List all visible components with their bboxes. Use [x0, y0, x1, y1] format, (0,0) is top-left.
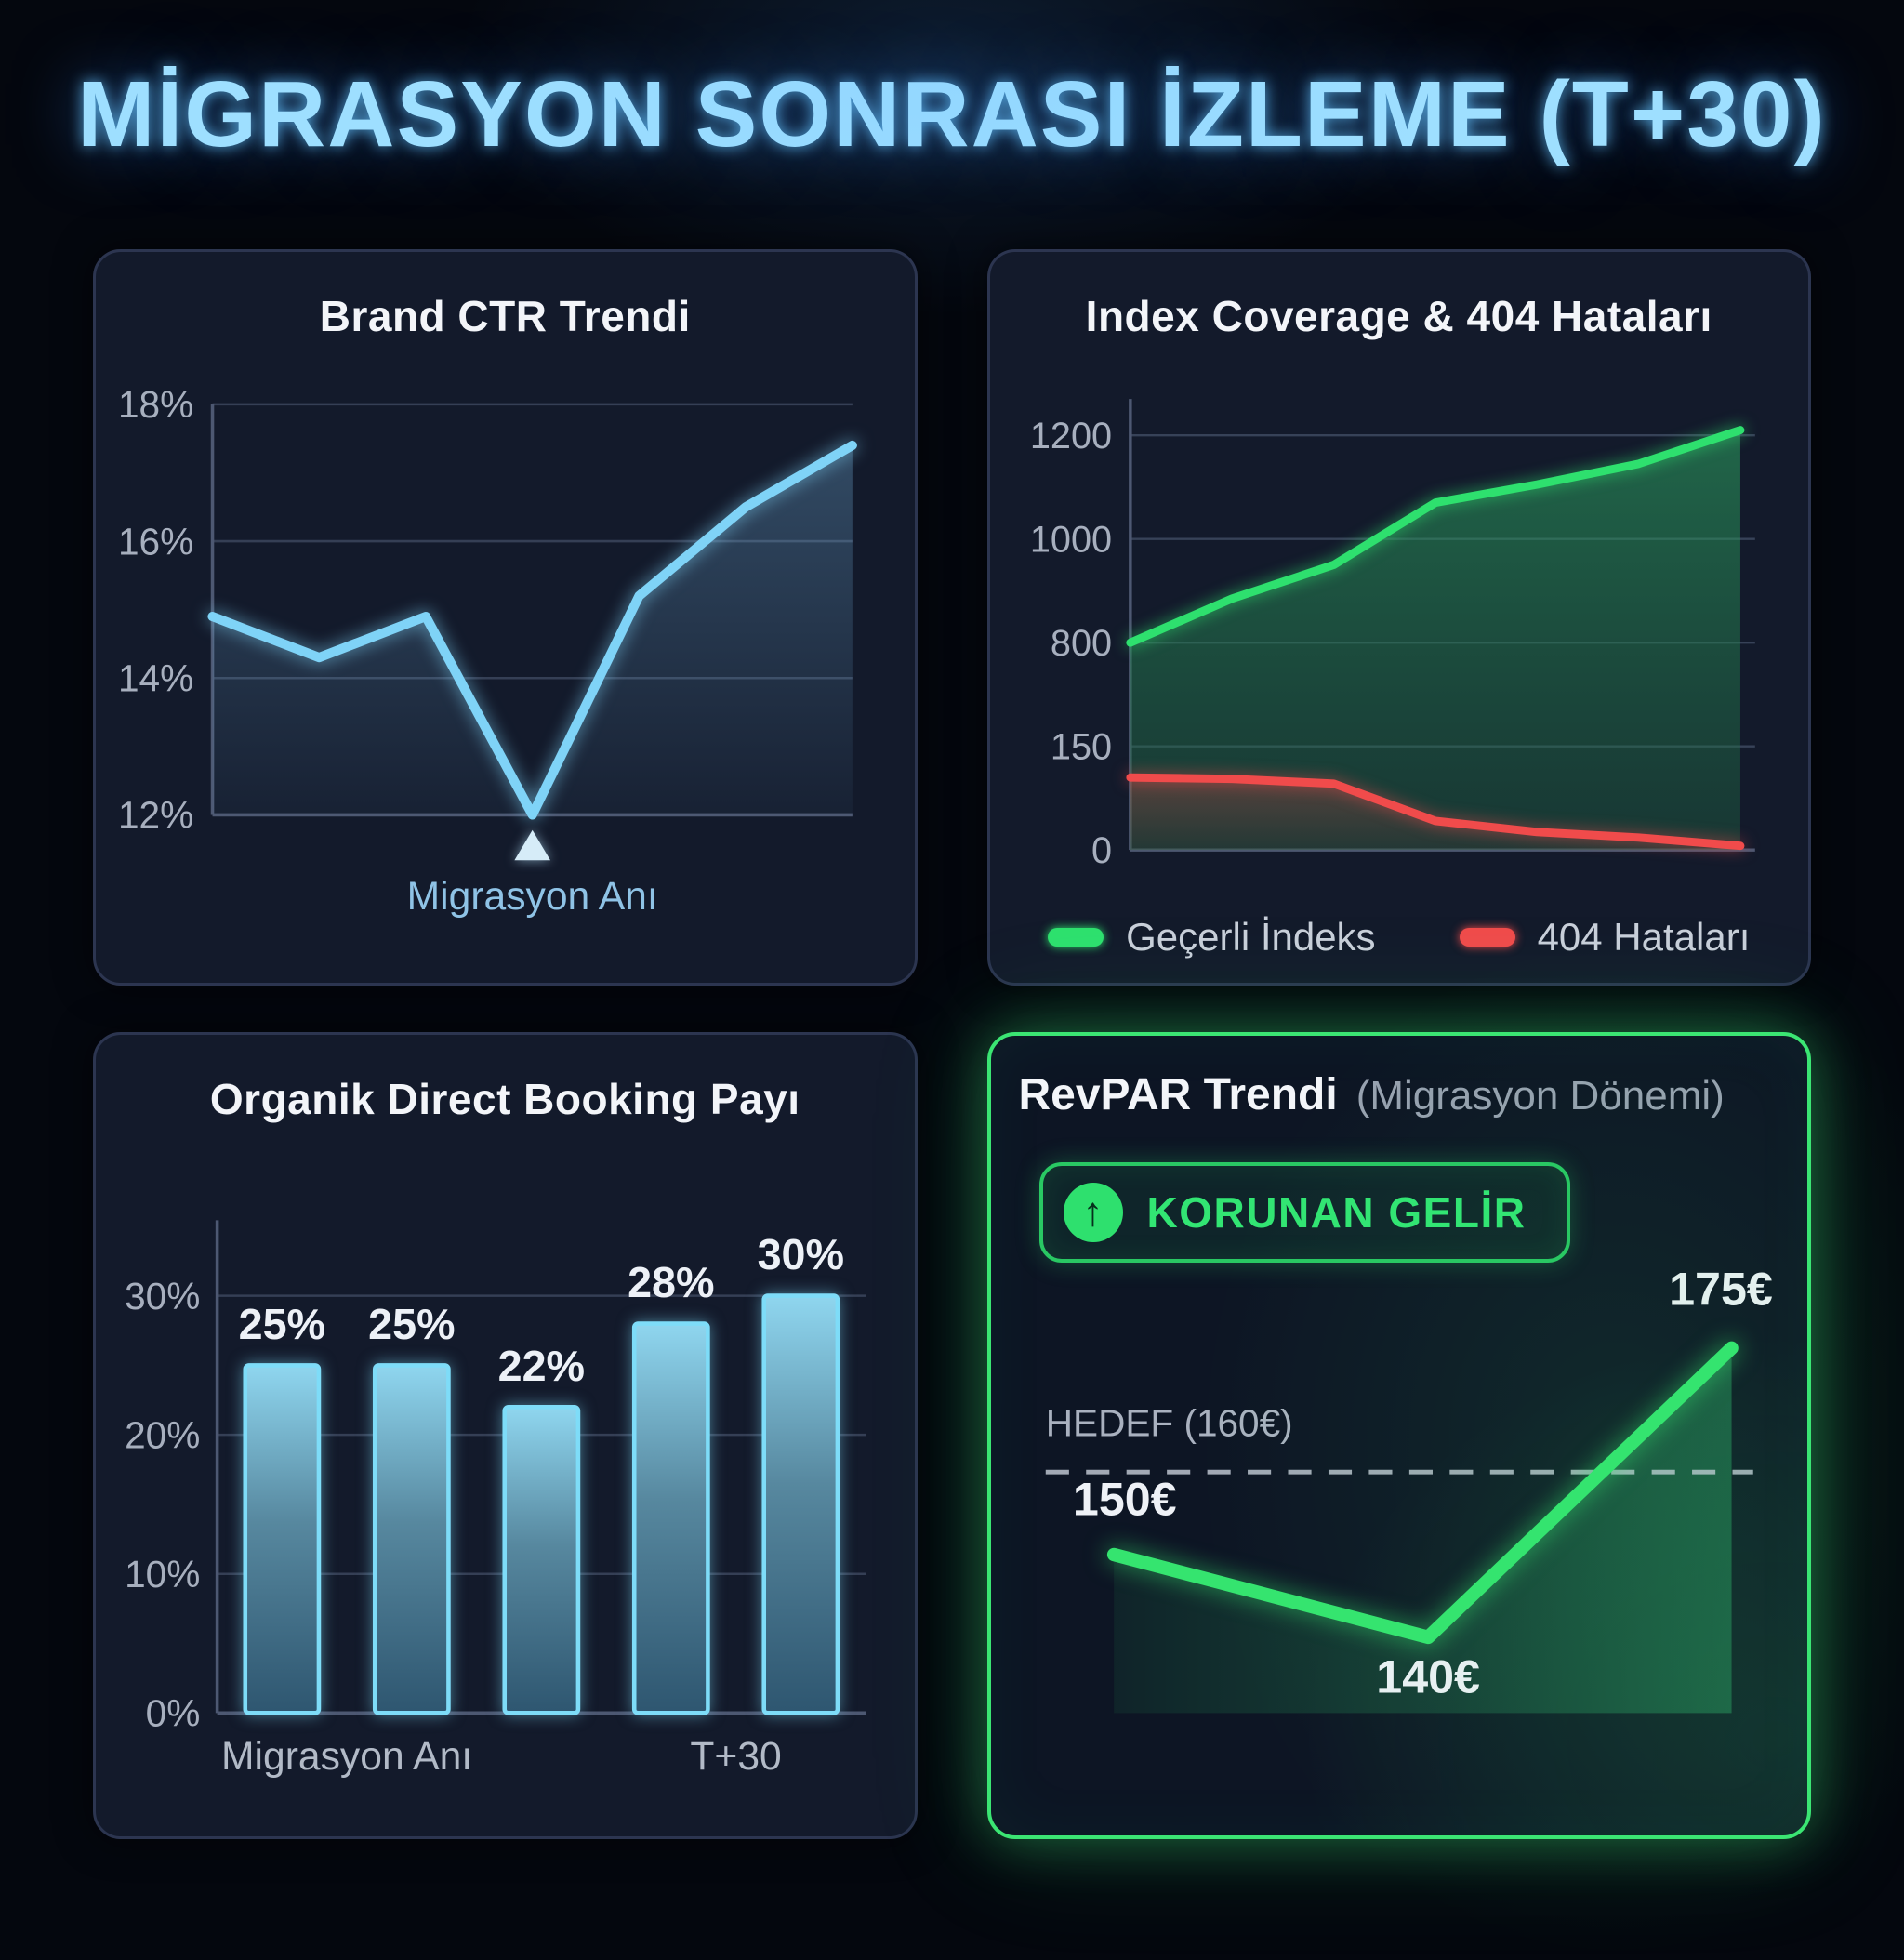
- green-swatch-icon: [1048, 927, 1104, 947]
- x-tick-label: T+30: [690, 1734, 781, 1779]
- revpar-area: [1113, 1347, 1732, 1714]
- korunan-gelir-badge: ↑ KORUNAN GELİR: [1038, 1162, 1571, 1263]
- y-tick-label: 16%: [118, 520, 193, 563]
- panel-revpar: RevPAR Trendi (Migrasyon Dönemi) ↑ KORUN…: [986, 1032, 1811, 1839]
- migration-annotation: Migrasyon Anı: [407, 874, 658, 919]
- badge-label: KORUNAN GELİR: [1146, 1188, 1527, 1237]
- brand-ctr-title: Brand CTR Trendi: [319, 292, 691, 340]
- legend-label-404-errors: 404 Hataları: [1537, 914, 1751, 959]
- migration-marker-icon: [514, 829, 550, 861]
- legend-label-valid-index: Geçerli İndeks: [1126, 914, 1376, 959]
- panel-brand-ctr: Brand CTR Trendi 18% 16% 14% 12% Migrasyon A…: [93, 249, 918, 986]
- index-coverage-chart: 0 150 800 1000 1200: [1012, 352, 1787, 906]
- legend-item-valid-index: Geçerli İndeks: [1048, 914, 1376, 960]
- x-tick-label: Migrasyon Anı: [221, 1734, 472, 1779]
- organic-booking-chart: 25% 25% 22% 28% 30% 30% 20% 10% 0% Migrasyon Anı T…: [118, 1135, 892, 1796]
- bar: [502, 1404, 581, 1715]
- brand-ctr-svg: 18% 16% 14% 12% Migrasyon Anı: [118, 383, 857, 919]
- point-value-label: 140€: [1376, 1651, 1480, 1703]
- y-tick-label: 14%: [118, 656, 193, 699]
- index-coverage-svg: 0 150 800 1000 1200: [1029, 399, 1755, 871]
- bar: [243, 1363, 322, 1715]
- bar-value-label: 30%: [758, 1230, 844, 1278]
- y-tick-label: 1200: [1029, 416, 1111, 457]
- y-tick-label: 1000: [1029, 520, 1111, 561]
- valid-index-line: [1125, 426, 1744, 647]
- point-value-label: 150€: [1072, 1474, 1176, 1526]
- revpar-title-row: RevPAR Trendi (Migrasyon Dönemi): [1019, 1069, 1780, 1120]
- y-tick-label: 150: [1050, 727, 1111, 768]
- legend-item-404-errors: 404 Hataları: [1459, 914, 1751, 960]
- errors-404-line: [1125, 773, 1744, 851]
- errors-404-area: [1130, 777, 1740, 851]
- y-tick-label: 0: [1091, 830, 1111, 871]
- valid-index-area: [1130, 430, 1740, 851]
- ctr-area-fill: [212, 444, 853, 815]
- organic-booking-svg: 25% 25% 22% 28% 30% 30% 20% 10% 0% Migrasyon Anı T…: [125, 1220, 866, 1779]
- point-value-label: 175€: [1669, 1264, 1773, 1316]
- panels-grid: Brand CTR Trendi 18% 16% 14% 12% Migrasyon A…: [93, 249, 1811, 1839]
- revpar-title: RevPAR Trendi: [1018, 1070, 1338, 1119]
- y-tick-label: 30%: [125, 1275, 200, 1318]
- brand-ctr-chart: 18% 16% 14% 12% Migrasyon Anı: [118, 352, 892, 937]
- bar: [372, 1363, 451, 1715]
- bar: [761, 1293, 840, 1715]
- target-label: HEDEF (160€): [1045, 1402, 1292, 1445]
- revpar-svg: HEDEF (160€) 150€ 140€ 175€: [1045, 1264, 1773, 1714]
- panel-index-coverage: Index Coverage & 404 Hataları 0 150 800 100…: [986, 249, 1811, 986]
- legend: Geçerli İndeks 404 Hataları: [1012, 915, 1787, 960]
- page-title: MİGRASYON SONRASI İZLEME (T+30): [77, 62, 1827, 166]
- y-tick-label: 0%: [146, 1692, 201, 1735]
- y-tick-label: 20%: [125, 1413, 200, 1456]
- y-tick-label: 10%: [125, 1553, 200, 1596]
- panel-organic-booking: Organik Direct Booking Payı 25% 25% 22% 28%…: [93, 1032, 918, 1839]
- revpar-subtitle: (Migrasyon Dönemi): [1355, 1073, 1725, 1119]
- bar-value-label: 25%: [239, 1300, 325, 1348]
- bar-value-label: 25%: [368, 1300, 455, 1348]
- bar: [631, 1321, 710, 1715]
- red-swatch-icon: [1459, 927, 1515, 947]
- bar-value-label: 22%: [498, 1342, 585, 1390]
- y-tick-label: 800: [1050, 623, 1111, 664]
- ctr-line: [207, 440, 857, 820]
- index-coverage-title: Index Coverage & 404 Hataları: [1085, 292, 1712, 340]
- organic-booking-title: Organik Direct Booking Payı: [209, 1075, 800, 1123]
- arrow-up-icon: ↑: [1063, 1183, 1123, 1242]
- y-tick-label: 12%: [118, 794, 193, 837]
- revpar-chart: HEDEF (160€) 150€ 140€ 175€: [1013, 1120, 1786, 1749]
- bar-value-label: 28%: [628, 1258, 714, 1306]
- revpar-line: [1106, 1341, 1739, 1645]
- y-tick-label: 18%: [118, 383, 193, 426]
